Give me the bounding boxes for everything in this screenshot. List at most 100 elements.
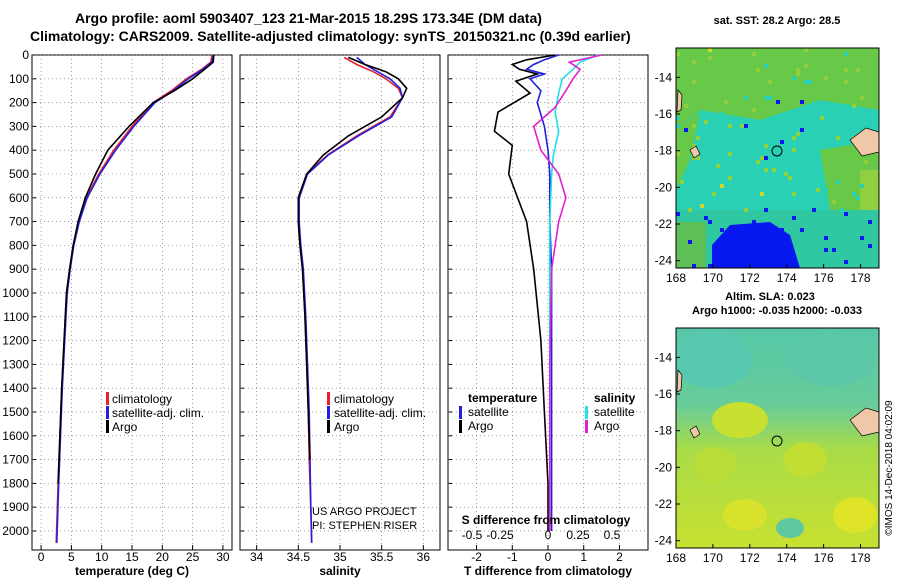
legend-swatch-climatology [106, 392, 109, 405]
sst-speck [808, 156, 812, 160]
depth-tick-label: 1300 [2, 357, 29, 371]
sst-speck [700, 144, 704, 148]
sla-high-5 [723, 499, 767, 531]
sst-speck [864, 160, 868, 164]
annotation-project: US ARGO PROJECT [312, 506, 417, 518]
sst-specks [676, 48, 872, 268]
sst-speck [868, 180, 872, 184]
sst-speck [792, 132, 796, 136]
sst-speck [812, 188, 816, 192]
sst-speck [860, 236, 864, 240]
sst-speck [708, 264, 712, 268]
map-x-tick-label: 168 [666, 271, 686, 285]
fiji-land [849, 127, 879, 157]
sst-speck [812, 208, 816, 212]
sla-map-title: Altim. SLA: 0.023 [725, 291, 815, 303]
legend-swatch-t-satellite [459, 406, 462, 419]
map-x-tick-label: 172 [740, 271, 760, 285]
depth-tick-label: 1700 [2, 453, 29, 467]
sst-speck [844, 68, 848, 72]
sst-warm-region [676, 48, 879, 130]
sst-speck [700, 204, 704, 208]
temperature-xlabel: temperature (deg C) [75, 564, 189, 578]
depth-tick-label: 100 [9, 72, 29, 86]
sst-speck [824, 236, 828, 240]
sst-speck [852, 192, 856, 196]
sst-speck [800, 228, 804, 232]
sst-speck [784, 264, 788, 268]
t-difference-xlabel: T difference from climatology [464, 564, 632, 578]
map-y-tick-label: -14 [655, 70, 673, 84]
sst-speck [744, 124, 748, 128]
sst-speck [832, 200, 836, 204]
sst-speck [820, 116, 824, 120]
sst-map-axes: 168 170 172 174 176 178 -14 -16 -18 -20 -22 -24 [655, 70, 871, 285]
legend-label-satellite: satellite-adj. clim. [112, 406, 204, 420]
sla-map-frame [675, 327, 880, 549]
legend-swatch-argo [327, 420, 330, 433]
depth-tick-label: 0 [22, 48, 29, 62]
sst-speck [800, 128, 804, 132]
depth-tick-label: 800 [9, 238, 29, 252]
sst-speck [692, 60, 696, 64]
sst-speck [792, 148, 796, 152]
depth-tick-label: 1800 [2, 476, 29, 490]
sst-speck [800, 100, 804, 104]
legend-swatch-argo [106, 420, 109, 433]
sst-speck [796, 72, 800, 76]
depth-tick-label: 1400 [2, 381, 29, 395]
x-tick-label: 25 [186, 550, 200, 564]
sst-speck [832, 104, 836, 108]
legend-label-s-satellite: satellite [594, 405, 635, 419]
sla-high-1 [712, 402, 768, 438]
map-y-tick-label: -14 [655, 350, 673, 364]
legend-heading-temperature: temperature [468, 391, 538, 405]
map-x-tick-label: 178 [851, 551, 871, 565]
sst-speck [764, 208, 768, 212]
x-tick-label: 34.5 [287, 550, 311, 564]
island-land [676, 369, 683, 393]
series-line-climatology [55, 54, 213, 543]
sst-speck [788, 248, 792, 252]
sst-speck [860, 184, 864, 188]
sst-speck [736, 244, 740, 248]
sla-low-northwest [676, 332, 752, 388]
sla-low-northeast [785, 334, 875, 386]
sst-speck [744, 208, 748, 212]
sst-speck [752, 220, 756, 224]
sst-speck [720, 184, 724, 188]
x-tick-label: 36 [417, 550, 431, 564]
x-tick-label: -1 [507, 550, 518, 564]
sst-speck [792, 136, 796, 140]
sst-map-title: sat. SST: 28.2 Argo: 28.5 [714, 15, 841, 27]
temperature-panel: 0 5 10 15 20 25 30 [32, 54, 232, 564]
map-y-tick-label: -20 [655, 460, 673, 474]
sst-speck [764, 168, 768, 172]
sst-speck [696, 136, 700, 140]
sst-speck [804, 132, 808, 136]
sst-speck [744, 136, 748, 140]
sst-speck [744, 260, 748, 264]
sst-speck [856, 68, 860, 72]
sst-speck [764, 64, 768, 68]
map-y-tick-label: -16 [655, 387, 673, 401]
sla-high-2 [693, 447, 737, 483]
sst-speck [676, 124, 680, 128]
difference-panel: -2 -1 0 1 2 -0.5 -0.25 0 0.25 0.5 [448, 54, 648, 564]
salinity-legend: climatology satellite-adj. clim. Argo [327, 392, 426, 434]
depth-tick-label: 900 [9, 262, 29, 276]
sst-speck [808, 80, 812, 84]
map-y-tick-label: -22 [655, 497, 673, 511]
legend-heading-salinity: salinity [594, 391, 636, 405]
sst-speck [684, 128, 688, 132]
sst-speck [824, 76, 828, 80]
sst-speck [764, 260, 768, 264]
sst-speck [844, 212, 848, 216]
map-y-tick-label: -16 [655, 107, 673, 121]
sst-speck [692, 80, 696, 84]
sst-speck [740, 124, 744, 128]
difference-legend: temperature satellite Argo salinity sate… [459, 391, 636, 433]
legend-label-t-satellite: satellite [468, 405, 509, 419]
legend-swatch-satellite [106, 406, 109, 419]
sst-speck [844, 80, 848, 84]
